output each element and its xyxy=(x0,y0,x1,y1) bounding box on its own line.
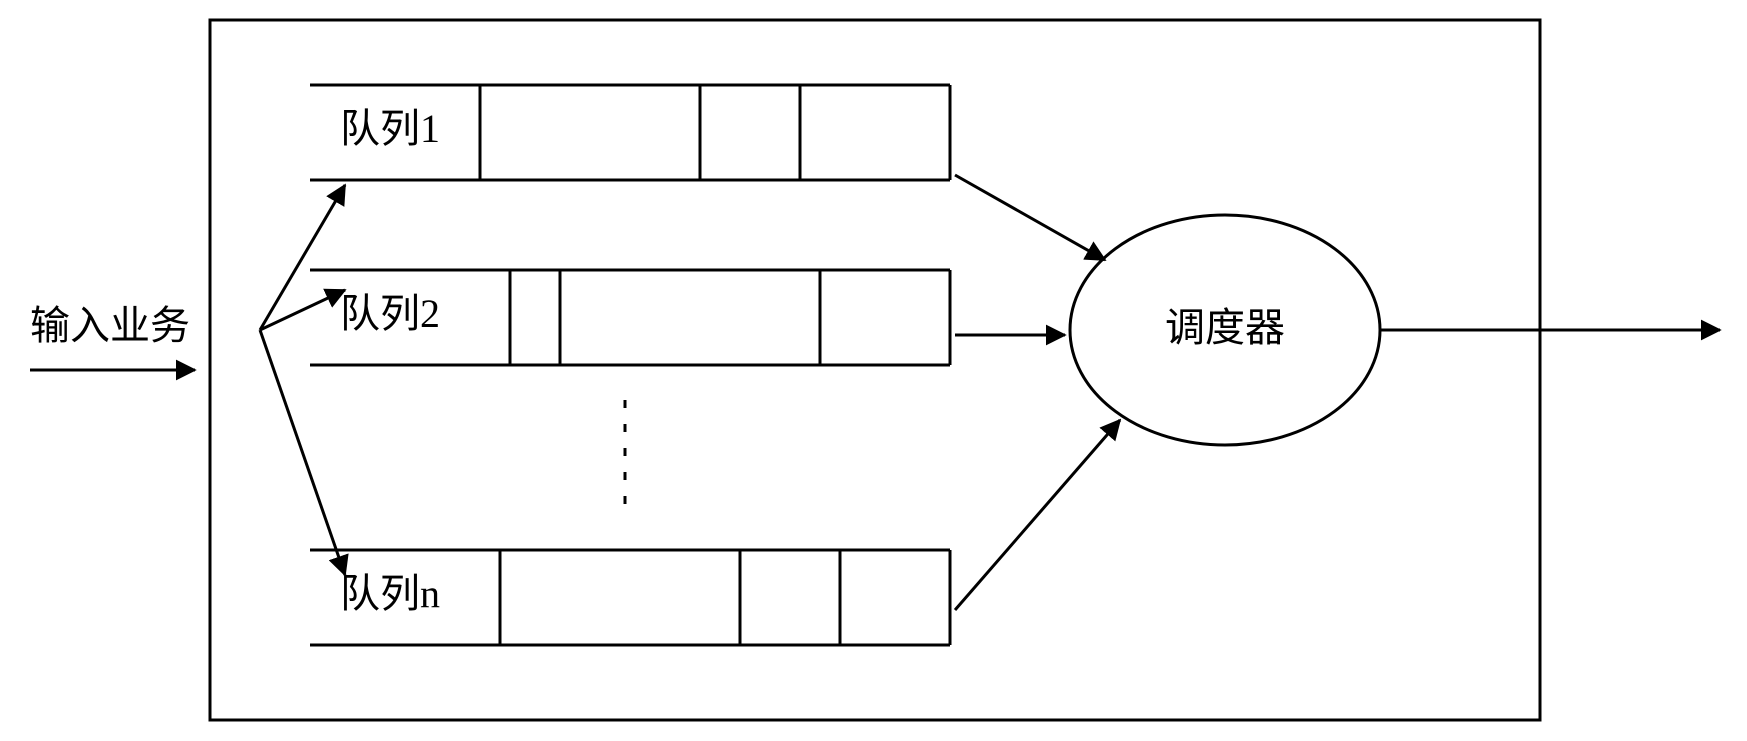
scheduler-label: 调度器 xyxy=(1165,305,1285,350)
fanout-arrow-3 xyxy=(260,330,345,575)
input-label: 输入业务 xyxy=(30,303,190,348)
to-scheduler-arrow-3 xyxy=(955,420,1120,610)
queue-n: 队列n xyxy=(310,550,950,645)
fanout-arrow-1 xyxy=(260,185,345,330)
queue-scheduler-diagram: 输入业务 队列1 队列2 队列n 调度器 xyxy=(0,0,1747,741)
queue-2: 队列2 xyxy=(310,270,950,365)
to-scheduler-arrow-1 xyxy=(955,175,1105,260)
queue-1-label: 队列1 xyxy=(340,106,440,151)
queue-n-label: 队列n xyxy=(340,571,440,616)
queue-1: 队列1 xyxy=(310,85,950,180)
queue-2-label: 队列2 xyxy=(340,291,440,336)
